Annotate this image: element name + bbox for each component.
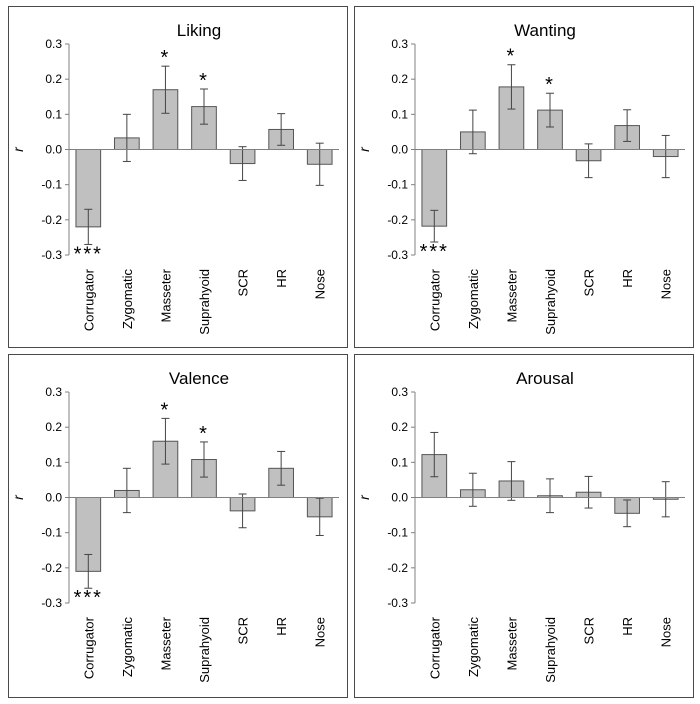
y-tick-label: 0.1 [391, 455, 408, 469]
category-label: Suprahyoid [543, 617, 558, 683]
y-tick-label: -0.1 [41, 526, 62, 540]
chart-title: Liking [177, 21, 221, 40]
category-label: Masseter [504, 268, 519, 322]
y-tick-label: -0.1 [387, 526, 408, 540]
y-axis-label: r [356, 146, 372, 152]
y-tick-label: 0.2 [391, 420, 408, 434]
chart-panel-wanting: Wanting r 0.3 0.2 0.1 0.0 -0.1 -0.2 -0.3 *** Corru… [354, 6, 694, 348]
y-tick-label: 0.0 [45, 491, 62, 505]
category-label: SCR [582, 617, 597, 644]
significance-marker: * [199, 423, 209, 445]
y-tick-label: -0.2 [387, 213, 408, 227]
y-tick-label: -0.2 [41, 213, 62, 227]
y-tick-label: -0.3 [41, 248, 62, 262]
category-label: SCR [236, 269, 251, 296]
y-tick-label: 0.3 [45, 385, 62, 399]
category-label: Nose [313, 269, 328, 299]
significance-marker: * [199, 70, 209, 92]
y-tick-label: 0.3 [391, 385, 408, 399]
category-label: Corrugator [81, 268, 96, 331]
y-tick-label: -0.3 [387, 248, 408, 262]
chart-panel-valence: Valence r 0.3 0.2 0.1 0.0 -0.1 -0.2 -0.3 *** Corru… [8, 354, 348, 698]
significance-marker: * [161, 399, 171, 421]
category-label: Nose [659, 617, 674, 647]
y-tick-label: 0.1 [391, 107, 408, 121]
category-label: HR [620, 269, 635, 288]
bar-masseter [152, 440, 179, 498]
y-tick-label: 0.1 [45, 107, 62, 121]
significance-marker: *** [74, 243, 103, 265]
y-tick-label: 0.2 [391, 72, 408, 86]
chart-title: Valence [169, 369, 229, 388]
significance-marker: * [507, 46, 517, 68]
chart-svg: Liking r 0.3 0.2 0.1 0.0 -0.1 -0.2 -0.3 *** Corrug… [10, 21, 339, 335]
category-label: Corrugator [81, 616, 96, 679]
y-tick-label: -0.3 [41, 596, 62, 610]
chart-svg: Valence r 0.3 0.2 0.1 0.0 -0.1 -0.2 -0.3 *** Corru… [10, 369, 339, 683]
chart-svg: Wanting r 0.3 0.2 0.1 0.0 -0.1 -0.2 -0.3 *** Corru… [356, 21, 685, 335]
y-tick-label: -0.3 [387, 596, 408, 610]
y-tick-label: -0.1 [41, 178, 62, 192]
significance-marker: *** [74, 587, 103, 609]
y-tick-label: 0.1 [45, 455, 62, 469]
chart-panel-liking: Liking r 0.3 0.2 0.1 0.0 -0.1 -0.2 -0.3 *** Corrug… [8, 6, 348, 348]
category-label: Suprahyoid [543, 269, 558, 335]
y-tick-label: -0.1 [387, 178, 408, 192]
category-label: Corrugator [427, 268, 442, 331]
category-label: Masseter [158, 616, 173, 670]
chart-title: Arousal [516, 369, 574, 388]
significance-marker: * [545, 74, 555, 96]
y-tick-label: 0.0 [45, 143, 62, 157]
category-label: Nose [659, 269, 674, 299]
category-label: Suprahyoid [197, 269, 212, 335]
category-label: Masseter [158, 268, 173, 322]
category-label: HR [620, 617, 635, 636]
category-label: Zygomatic [466, 269, 481, 329]
category-label: SCR [236, 617, 251, 644]
y-tick-label: 0.2 [45, 420, 62, 434]
category-label: Zygomatic [466, 617, 481, 677]
category-label: HR [274, 617, 289, 636]
category-label: HR [274, 269, 289, 288]
category-label: Nose [313, 617, 328, 647]
chart-panel-arousal: Arousal r 0.3 0.2 0.1 0.0 -0.1 -0.2 -0.3 Corrugat… [354, 354, 694, 698]
y-tick-label: 0.0 [391, 143, 408, 157]
category-label: Zygomatic [120, 617, 135, 677]
y-axis-label: r [356, 494, 372, 500]
y-axis-label: r [10, 146, 26, 152]
y-tick-label: -0.2 [387, 561, 408, 575]
significance-marker: *** [420, 241, 449, 263]
y-tick-label: 0.3 [391, 37, 408, 51]
chart-svg: Arousal r 0.3 0.2 0.1 0.0 -0.1 -0.2 -0.3 Corrugat… [356, 369, 685, 683]
category-label: Zygomatic [120, 269, 135, 329]
y-tick-label: -0.2 [41, 561, 62, 575]
y-tick-label: 0.2 [45, 72, 62, 86]
y-tick-label: 0.3 [45, 37, 62, 51]
significance-marker: * [161, 47, 171, 69]
category-label: Suprahyoid [197, 617, 212, 683]
category-label: SCR [582, 269, 597, 296]
chart-title: Wanting [514, 21, 576, 40]
category-label: Masseter [504, 616, 519, 670]
y-tick-label: 0.0 [391, 491, 408, 505]
category-label: Corrugator [427, 616, 442, 679]
y-axis-label: r [10, 494, 26, 500]
